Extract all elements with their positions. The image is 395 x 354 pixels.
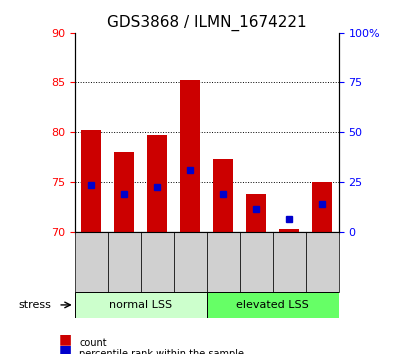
Bar bbox=[108, 232, 141, 234]
Bar bbox=[246, 194, 266, 232]
FancyBboxPatch shape bbox=[207, 292, 339, 318]
FancyBboxPatch shape bbox=[273, 232, 306, 292]
Text: percentile rank within the sample: percentile rank within the sample bbox=[79, 349, 244, 354]
FancyBboxPatch shape bbox=[306, 232, 339, 292]
Text: normal LSS: normal LSS bbox=[109, 300, 172, 310]
Title: GDS3868 / ILMN_1674221: GDS3868 / ILMN_1674221 bbox=[107, 15, 307, 31]
Bar bbox=[75, 232, 108, 234]
Text: count: count bbox=[79, 338, 107, 348]
Text: elevated LSS: elevated LSS bbox=[236, 300, 309, 310]
Bar bbox=[81, 130, 101, 232]
FancyBboxPatch shape bbox=[75, 292, 207, 318]
Bar bbox=[114, 152, 134, 232]
Bar bbox=[180, 80, 200, 232]
FancyBboxPatch shape bbox=[174, 232, 207, 292]
FancyBboxPatch shape bbox=[108, 232, 141, 292]
Bar bbox=[306, 232, 339, 234]
Bar bbox=[213, 159, 233, 232]
FancyBboxPatch shape bbox=[75, 232, 108, 292]
Bar bbox=[147, 135, 167, 232]
Bar bbox=[141, 232, 174, 234]
FancyBboxPatch shape bbox=[240, 232, 273, 292]
Bar bbox=[207, 232, 240, 234]
FancyBboxPatch shape bbox=[207, 232, 240, 292]
Text: stress: stress bbox=[19, 300, 52, 310]
Bar bbox=[273, 232, 306, 234]
Bar bbox=[174, 232, 207, 234]
Bar bbox=[279, 229, 299, 232]
Bar bbox=[240, 232, 273, 234]
Bar bbox=[312, 182, 332, 232]
Text: ■: ■ bbox=[59, 332, 72, 346]
Text: ■: ■ bbox=[59, 343, 72, 354]
FancyBboxPatch shape bbox=[141, 232, 174, 292]
